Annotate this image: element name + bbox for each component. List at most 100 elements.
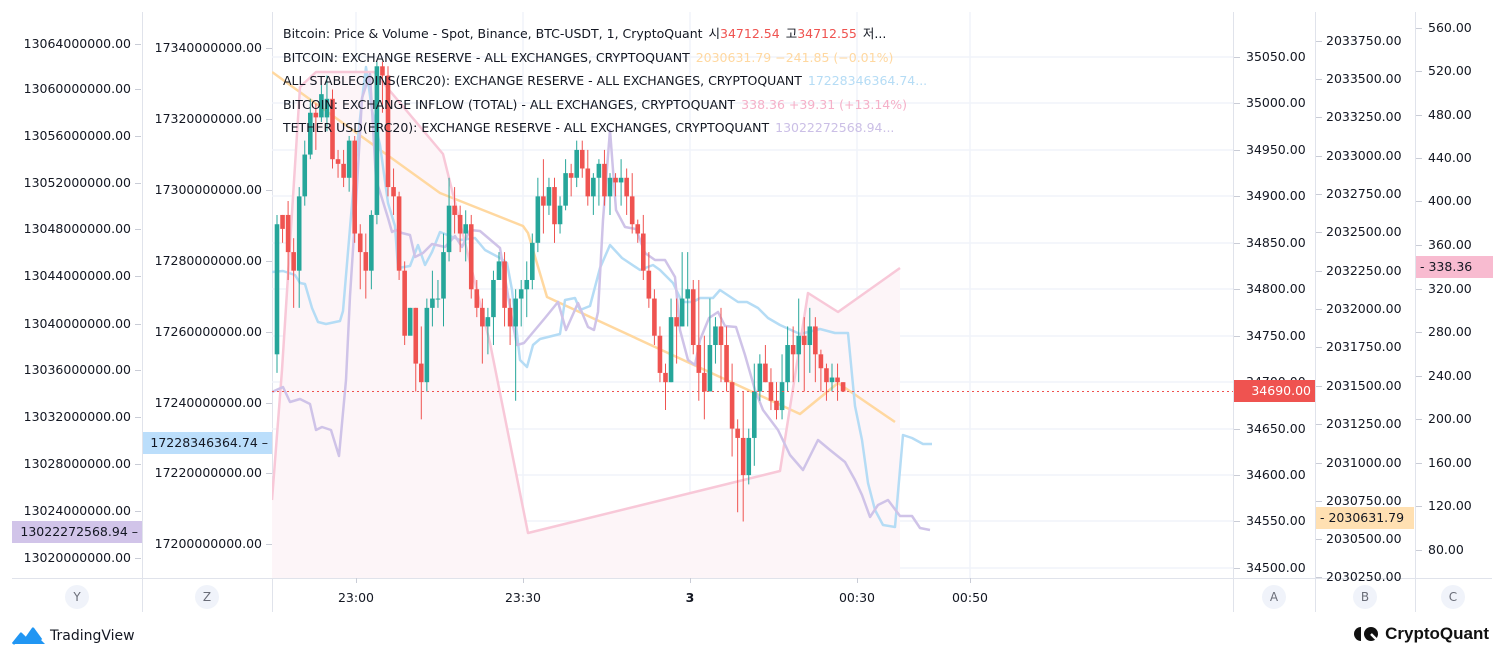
axis-tick-label: 13060000000.00 xyxy=(23,81,131,96)
time-axis-label: 23:30 xyxy=(504,590,542,605)
axis-tick-mark xyxy=(1416,115,1422,116)
tradingview-icon xyxy=(12,627,45,645)
axis-tick-mark xyxy=(1416,201,1422,202)
axis-button-c[interactable]: C xyxy=(1441,585,1465,609)
time-axis-label: 00:30 xyxy=(838,590,876,605)
axis-tick-mark xyxy=(135,464,141,465)
axis-tick-label: 13064000000.00 xyxy=(23,36,131,51)
legend-row[interactable]: Bitcoin: Price & Volume - Spot, Binance,… xyxy=(283,22,927,46)
candle-body xyxy=(324,98,330,118)
candle-body xyxy=(618,177,624,183)
axis-tick-mark xyxy=(1316,501,1322,502)
axis-value-badge: 13022272568.94 – xyxy=(12,521,142,543)
candle-body xyxy=(646,270,652,299)
candle-body xyxy=(801,335,807,346)
axis-tick-label: 2031000.00 xyxy=(1326,455,1402,470)
candle-body xyxy=(363,252,369,271)
legend-row[interactable]: BITCOIN: EXCHANGE RESERVE - ALL EXCHANGE… xyxy=(283,46,927,70)
time-axis-divider xyxy=(12,578,1492,579)
axis-button-a[interactable]: A xyxy=(1262,585,1286,609)
axis-value-badge: 34690.00 xyxy=(1234,380,1315,402)
time-tick-mark xyxy=(970,578,971,583)
axis-tick-label: 34500.00 xyxy=(1246,560,1306,575)
time-tick-mark xyxy=(857,578,858,583)
axis-tick-mark xyxy=(1234,521,1240,522)
axis-button-y[interactable]: Y xyxy=(65,585,89,609)
axis-tick-label: 35000.00 xyxy=(1246,95,1306,110)
legend-series-title: ALL STABLECOINS(ERC20): EXCHANGE RESERVE… xyxy=(283,73,802,88)
candle-body xyxy=(513,298,518,327)
axis-tick-label: 200.00 xyxy=(1428,411,1472,426)
axis-tick-mark xyxy=(135,183,141,184)
axis-tick-mark xyxy=(135,324,141,325)
legend-row[interactable]: TETHER USD(ERC20): EXCHANGE RESERVE - AL… xyxy=(283,116,927,140)
candle-body xyxy=(457,214,463,234)
candle-body xyxy=(607,177,613,197)
axis-divider-z-chart xyxy=(272,12,273,612)
axis-tick-mark xyxy=(1316,309,1322,310)
axis-tick-mark xyxy=(1316,271,1322,272)
candle-body xyxy=(496,261,502,280)
axis-tick-label: 400.00 xyxy=(1428,193,1472,208)
candle-body xyxy=(740,437,746,476)
candle-body xyxy=(613,177,618,183)
legend-series-value: 338.36 +39.31 (+13.14%) xyxy=(741,96,908,112)
axis-tick-label: 17280000000.00 xyxy=(154,253,262,268)
axis-tick-mark xyxy=(1234,243,1240,244)
axis-tick-mark xyxy=(1416,245,1422,246)
candle-body xyxy=(524,279,530,290)
legend-row[interactable]: ALL STABLECOINS(ERC20): EXCHANGE RESERVE… xyxy=(283,69,927,93)
candle-body xyxy=(291,252,296,271)
axis-tick-label: 240.00 xyxy=(1428,368,1472,383)
candle-body xyxy=(502,261,507,308)
candle-body xyxy=(374,66,380,215)
axis-tick-mark xyxy=(1416,550,1422,551)
candle-body xyxy=(829,377,835,383)
axis-tick-label: 2033750.00 xyxy=(1326,33,1402,48)
cryptoquant-logo: CryptoQuant xyxy=(1353,624,1489,644)
axis-tick-mark xyxy=(1316,156,1322,157)
candle-body xyxy=(419,363,424,383)
candle-body xyxy=(441,252,446,299)
axis-tick-label: 34600.00 xyxy=(1246,467,1306,482)
axis-tick-mark xyxy=(266,261,272,262)
candle-body xyxy=(635,224,641,234)
legend-series-value: 13022272568.94... xyxy=(775,120,895,135)
axis-tick-mark xyxy=(1416,463,1422,464)
axis-tick-mark xyxy=(1234,336,1240,337)
candle-body xyxy=(430,298,435,308)
candle-body xyxy=(641,233,646,271)
axis-button-b[interactable]: B xyxy=(1353,585,1377,609)
axis-tick-label: 13044000000.00 xyxy=(23,268,131,283)
axis-tick-label: 120.00 xyxy=(1428,498,1472,513)
cryptoquant-icon xyxy=(1354,627,1379,642)
candle-body xyxy=(735,428,740,438)
time-axis-label: 00:50 xyxy=(951,590,989,605)
legend-row[interactable]: BITCOIN: EXCHANGE INFLOW (TOTAL) - ALL E… xyxy=(283,93,927,117)
time-tick-mark xyxy=(356,578,357,583)
candle-body xyxy=(602,163,607,197)
axis-tick-mark xyxy=(135,558,141,559)
axis-tick-label: 160.00 xyxy=(1428,455,1472,470)
axis-tick-mark xyxy=(266,119,272,120)
axis-tick-label: 360.00 xyxy=(1428,237,1472,252)
axis-tick-label: 520.00 xyxy=(1428,63,1472,78)
axis-value-badge: - 2030631.79 xyxy=(1316,507,1414,529)
axis-tick-label: 2032000.00 xyxy=(1326,301,1402,316)
candle-body xyxy=(319,94,324,118)
series-line xyxy=(272,70,901,535)
candle-body xyxy=(563,173,568,206)
candle-body xyxy=(302,154,308,197)
legend-series-value: 고34712.55 xyxy=(785,26,857,41)
tradingview-logo[interactable]: TradingView xyxy=(12,626,135,646)
axis-tick-mark xyxy=(135,136,141,137)
candle-body xyxy=(668,317,674,383)
candle-body xyxy=(530,242,535,280)
axis-tick-label: 280.00 xyxy=(1428,324,1472,339)
candle-body xyxy=(491,279,496,318)
candle-body xyxy=(507,307,513,327)
axis-button-z[interactable]: Z xyxy=(195,585,219,609)
candle-body xyxy=(296,196,302,271)
